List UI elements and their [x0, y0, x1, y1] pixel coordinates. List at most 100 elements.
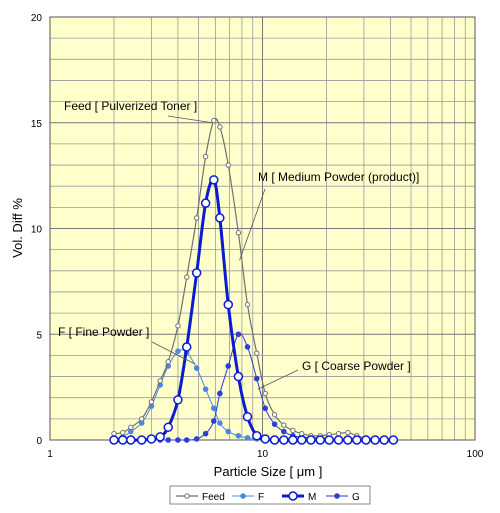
data-point-G	[235, 331, 242, 338]
annotation-leader-M	[239, 188, 266, 261]
data-point-Feed	[225, 162, 231, 168]
data-point-G	[253, 375, 260, 382]
x-axis-label: Particle Size [ μm ]	[214, 464, 323, 479]
y-tick-label: 5	[36, 330, 42, 341]
legend-label-Feed: Feed	[202, 492, 225, 503]
data-point-M	[242, 411, 253, 422]
data-point-G	[244, 344, 251, 350]
series-Feed	[111, 117, 397, 442]
data-point-F	[211, 405, 217, 412]
data-point-G	[183, 437, 190, 443]
data-point-M	[352, 435, 362, 445]
data-point-Feed	[175, 323, 181, 329]
annotation-leader-G	[257, 369, 299, 390]
legend-box	[169, 485, 371, 505]
data-point-M	[269, 435, 280, 445]
data-point-Feed	[157, 378, 163, 384]
data-point-Feed	[244, 301, 251, 308]
data-point-G	[193, 436, 200, 442]
axis-tick-labels: 1 10 100 0 5 10 15 20	[31, 13, 484, 460]
annotation-layer: Feed [ Pulverized Toner ] M [ Medium Powd…	[58, 99, 419, 390]
data-point-Feed	[299, 430, 305, 437]
data-point-M	[296, 435, 307, 445]
data-point-Feed	[120, 429, 126, 436]
data-point-Feed	[165, 359, 171, 365]
data-point-F	[244, 435, 251, 441]
y-tick-label: 15	[31, 119, 43, 130]
data-point-G	[211, 418, 217, 424]
data-point-F	[175, 348, 181, 354]
legend-item-Feed: Feed	[176, 492, 225, 503]
y-axis-label: Vol. Diff %	[10, 198, 25, 258]
legend-item-G: G	[326, 492, 360, 503]
data-point-M	[388, 435, 399, 445]
data-point-Feed	[193, 215, 200, 221]
data-point-Feed	[254, 350, 260, 356]
series-layer	[109, 117, 399, 445]
annotation-label-Feed: Feed [ Pulverized Toner ]	[64, 99, 197, 113]
data-point-Feed	[111, 430, 117, 437]
data-point-Feed	[211, 117, 217, 124]
data-point-Feed	[290, 427, 296, 434]
data-point-M	[109, 435, 119, 445]
data-point-F	[217, 420, 223, 426]
data-point-F	[235, 432, 242, 439]
data-point-Feed	[262, 390, 268, 397]
data-point-Feed	[271, 411, 278, 418]
data-point-Feed	[128, 424, 134, 431]
annotation-leader-F	[151, 341, 195, 365]
annotation-leader-Feed	[167, 115, 213, 124]
data-point-Feed	[184, 274, 190, 280]
data-point-Feed	[217, 124, 223, 130]
data-point-M	[288, 435, 298, 445]
data-point-M	[118, 435, 128, 445]
data-point-G	[334, 493, 340, 499]
legend-item-M: M	[282, 491, 316, 503]
data-point-G	[202, 430, 209, 437]
data-point-Feed	[148, 399, 155, 405]
y-tick-label: 20	[31, 13, 43, 24]
data-point-F	[240, 493, 246, 499]
data-point-M	[233, 371, 244, 382]
data-point-M	[306, 435, 316, 445]
data-point-M	[288, 491, 298, 501]
data-point-G	[262, 405, 269, 412]
data-point-M	[279, 435, 289, 445]
data-point-F	[225, 428, 232, 435]
legend-label-G: G	[352, 492, 360, 503]
data-point-M	[146, 434, 157, 444]
data-point-G	[165, 437, 172, 443]
data-point-F	[202, 386, 209, 393]
data-point-M	[163, 422, 173, 433]
data-point-M	[126, 435, 136, 445]
legend-label-M: M	[308, 492, 316, 503]
x-tick-label: 10	[257, 449, 269, 460]
data-point-M	[209, 175, 219, 185]
data-point-M	[173, 395, 183, 405]
x-tick-label: 100	[467, 449, 484, 460]
data-point-M	[155, 432, 165, 442]
data-point-Feed	[138, 416, 145, 422]
data-point-G	[271, 421, 278, 427]
data-point-M	[315, 435, 326, 445]
data-point-M	[200, 198, 211, 208]
data-point-Feed	[281, 422, 287, 428]
data-point-Feed	[202, 153, 209, 160]
data-point-G	[225, 363, 232, 369]
legend-label-F: F	[258, 492, 264, 503]
data-point-G	[175, 437, 181, 443]
data-point-M	[191, 268, 202, 278]
data-point-M	[260, 434, 270, 444]
data-point-Feed	[345, 429, 351, 436]
data-point-M	[333, 435, 344, 445]
x-tick-label: 1	[47, 449, 53, 460]
data-point-M	[215, 213, 225, 223]
data-point-M	[252, 431, 262, 441]
y-tick-label: 0	[36, 436, 42, 447]
data-point-Feed	[235, 230, 242, 236]
data-point-G	[217, 390, 223, 397]
y-tick-label: 10	[31, 225, 43, 236]
legend: Feed F M G	[176, 491, 360, 503]
data-point-M	[324, 435, 334, 445]
data-point-M	[343, 435, 353, 445]
